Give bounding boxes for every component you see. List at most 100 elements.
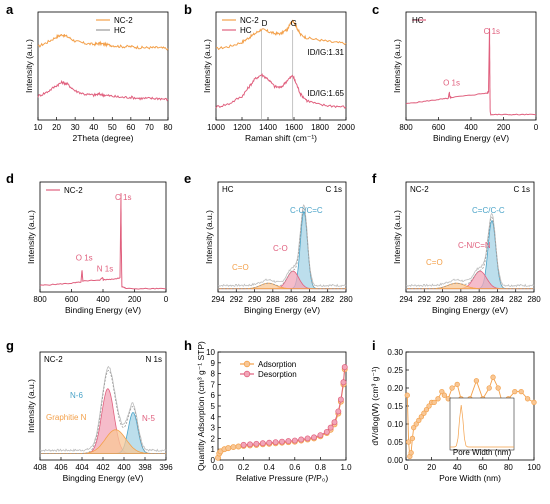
x-tick-label: 0.4 <box>264 463 276 472</box>
data-point <box>240 441 247 448</box>
y-tick-label: 7 <box>211 380 216 389</box>
y-tick-label: 4 <box>211 413 216 422</box>
axes-frame <box>405 181 535 293</box>
y-tick-label: 0.10 <box>387 420 403 429</box>
data-point <box>235 443 242 450</box>
peak-label: C=O <box>232 263 249 272</box>
x-tick-label: 100 <box>527 463 541 472</box>
x-tick-label: 0.6 <box>289 463 301 472</box>
x-tick-label: 800 <box>33 295 47 304</box>
x-axis-label: Binging Energy (eV) <box>244 305 320 315</box>
legend-label: HC <box>114 26 126 35</box>
peak-label: C=C/C-C <box>472 206 505 215</box>
x-axis-label: Pore Width (nm) <box>439 473 501 483</box>
x-tick-label: 284 <box>491 295 505 304</box>
series-line <box>215 19 347 51</box>
x-tick-label: 60 <box>478 463 487 472</box>
data-point <box>253 440 260 447</box>
data-point <box>247 441 253 448</box>
y-tick-label: 0.20 <box>387 384 403 393</box>
data-point <box>418 414 425 420</box>
x-axis-label: Bingding Energy (eV) <box>63 473 144 483</box>
x-tick-label: 200 <box>497 123 511 132</box>
panel-letter: g <box>6 338 14 353</box>
x-tick-label: 294 <box>211 295 225 304</box>
x-tick-label: 600 <box>65 295 79 304</box>
x-tick-label: 30 <box>71 123 80 132</box>
core-level-label: N 1s <box>146 355 162 364</box>
core-level-label: C 1s <box>326 185 342 194</box>
y-tick-label: 10 <box>206 348 215 357</box>
x-tick-label: 292 <box>230 295 244 304</box>
data-point <box>298 436 305 443</box>
data-point <box>408 450 414 456</box>
data-point <box>409 435 416 442</box>
data-point <box>518 388 524 395</box>
data-point <box>340 379 347 386</box>
panel-letter: a <box>6 2 14 17</box>
y-axis-label: Intensity (a.u.) <box>24 39 34 93</box>
data-point <box>304 435 311 442</box>
peak-label: O 1s <box>76 253 93 262</box>
y-axis-label: Intensity (a.u.) <box>26 210 36 264</box>
core-level-label: C 1s <box>514 185 530 194</box>
data-point <box>291 437 298 444</box>
x-tick-label: 1400 <box>259 123 277 132</box>
x-tick-label: 40 <box>453 463 462 472</box>
legend-label: HC <box>412 16 424 25</box>
panel-c: c 800 600 400 200 0 Binding Energy (eV) Intensi… <box>372 2 539 143</box>
x-tick-label: 70 <box>145 123 154 132</box>
peak-label: N-5 <box>142 414 155 423</box>
x-tick-label: 80 <box>164 123 173 132</box>
x-tick-label: 2000 <box>337 123 355 132</box>
data-point <box>335 408 342 415</box>
x-tick-label: 294 <box>399 295 413 304</box>
axes-frame <box>215 11 347 121</box>
y-tick-label: 8 <box>211 370 216 379</box>
inset-line <box>450 404 514 448</box>
axes-frame <box>217 181 347 293</box>
panel-i: i 0 20 40 60 80 100 Pore Width (nm) 0.00 0.05 0.10… <box>370 338 541 483</box>
inset-x-label: Pore Width (nm) <box>453 448 512 457</box>
peak-label: N-6 <box>70 391 83 400</box>
x-tick-label: 280 <box>339 295 353 304</box>
y-tick-label: 9 <box>211 359 216 368</box>
peak-label: C 1s <box>484 27 500 36</box>
peak-label: C-O <box>273 244 288 253</box>
data-point <box>266 439 273 446</box>
peak-label: D <box>262 19 268 28</box>
series-line <box>37 33 169 51</box>
x-tick-label: 0.0 <box>212 463 224 472</box>
x-tick-label: 286 <box>284 295 298 304</box>
y-tick-label: 0.05 <box>387 438 403 447</box>
raw-spectrum <box>405 212 535 288</box>
y-tick-label: 0 <box>211 456 216 465</box>
peak-label: C-C/C=C <box>290 206 323 215</box>
legend-marker <box>243 360 251 368</box>
data-point <box>279 438 285 445</box>
data-point <box>431 399 437 406</box>
x-axis-label: Binging Energy (eV) <box>432 305 508 315</box>
data-point <box>405 439 412 445</box>
data-point <box>435 396 441 402</box>
panel-h: h 0.0 0.2 0.4 0.6 0.8 1.0 Relative Pressure (P/… <box>184 338 352 483</box>
x-tick-label: 0.8 <box>315 463 327 472</box>
peak-label: C=O <box>426 258 443 267</box>
panel-g: g 408 406 404 402 400 398 396 Bingding Energy (e… <box>6 338 173 483</box>
peak-label: Graphitie N <box>46 413 87 422</box>
data-point <box>454 381 460 388</box>
fit-envelope <box>218 207 346 290</box>
y-axis-label: Intensity (a.u.) <box>204 210 214 264</box>
fit-envelope <box>40 369 166 454</box>
y-axis-label: dV/dlog(W) (cm³ g⁻¹) <box>370 366 380 445</box>
data-point <box>337 396 344 403</box>
x-tick-label: 0 <box>164 295 169 304</box>
panel-letter: e <box>184 171 191 186</box>
x-tick-label: 288 <box>454 295 468 304</box>
x-tick-label: 1800 <box>311 123 329 132</box>
data-point <box>259 440 266 447</box>
raw-spectrum <box>39 365 167 452</box>
x-tick-label: 1200 <box>233 123 251 132</box>
x-tick-label: 0.2 <box>238 463 250 472</box>
